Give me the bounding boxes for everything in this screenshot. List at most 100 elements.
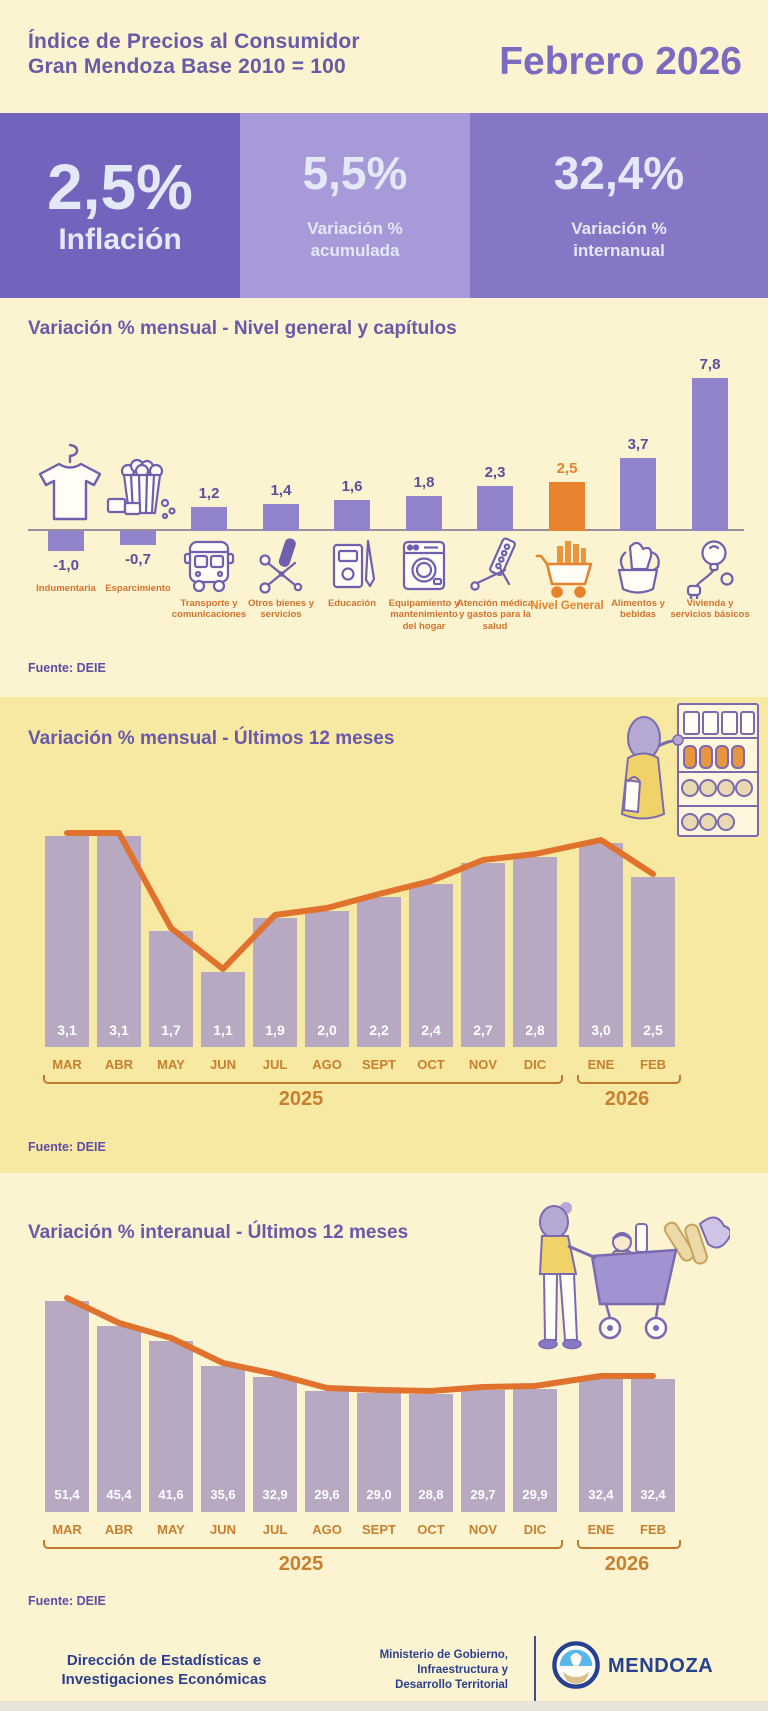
chart3-bar-value: 45,4 bbox=[106, 1487, 132, 1502]
washer-icon bbox=[388, 537, 460, 600]
page-title: Índice de Precios al Consumidor Gran Men… bbox=[28, 30, 360, 80]
chart1-bar-value: -0,7 bbox=[125, 551, 151, 568]
chart2-trend-line bbox=[64, 830, 656, 972]
chart3-year-bracket bbox=[43, 1540, 563, 1549]
shopper-with-cart-illustration bbox=[538, 1202, 730, 1350]
chart2-bar-value: 2,0 bbox=[317, 1022, 337, 1038]
chart3-bar bbox=[305, 1391, 349, 1512]
stat-inflacion: 2,5% Inflación bbox=[0, 113, 240, 298]
stat-acumulada-label: Variación % acumulada bbox=[307, 218, 402, 261]
chart1-title: Variación % mensual - Nivel general y ca… bbox=[28, 318, 457, 339]
chart3-month-label: DIC bbox=[523, 1522, 547, 1537]
stat-acumulada-label-line2: acumulada bbox=[310, 240, 400, 260]
chart2-month-label: AGO bbox=[312, 1057, 342, 1072]
chart2-bar bbox=[357, 897, 401, 1047]
chart3-title: Variación % interanual - Últimos 12 mese… bbox=[28, 1222, 409, 1243]
chart3-year-label: 2025 bbox=[278, 1553, 324, 1575]
chart2-bar-value: 2,8 bbox=[525, 1022, 545, 1038]
chart1-category-label: Indumentaria bbox=[36, 583, 96, 594]
chart2-month-label: ENE bbox=[587, 1057, 615, 1072]
stat-interanual-label: Variación % internanual bbox=[571, 218, 666, 261]
chart2-year-bracket bbox=[577, 1075, 681, 1084]
chart3-month-label: SEPT bbox=[362, 1522, 396, 1537]
chart2-bar bbox=[149, 931, 193, 1047]
chart3-month-label: ABR bbox=[104, 1522, 134, 1537]
chart3-bar bbox=[461, 1390, 505, 1512]
chart1-category-label: Nivel General bbox=[530, 600, 604, 612]
mendoza-emblem-logo bbox=[552, 1641, 600, 1689]
chart2-year-bracket bbox=[43, 1075, 563, 1084]
chart2-month-label: OCT bbox=[417, 1057, 445, 1072]
chart2-title: Variación % mensual - Últimos 12 meses bbox=[28, 728, 395, 749]
chart2-month-label: MAR bbox=[52, 1057, 82, 1072]
chart3-bar bbox=[357, 1393, 401, 1512]
tshirt-icon bbox=[30, 441, 102, 532]
stat-interanual-label-line2: internanual bbox=[573, 240, 665, 260]
chart1-bar bbox=[191, 507, 227, 531]
stat-acumulada: 5,5% Variación % acumulada bbox=[240, 113, 470, 298]
chart3-bar-value: 28,8 bbox=[418, 1487, 444, 1502]
chart1-bar bbox=[477, 486, 513, 531]
chart1-category-label: Transporte y comunicaciones bbox=[171, 598, 247, 621]
chart2-bar-value: 3,0 bbox=[591, 1022, 611, 1038]
chart3-bar bbox=[253, 1377, 297, 1512]
groceries bbox=[635, 1216, 730, 1265]
footer-divider bbox=[534, 1636, 536, 1702]
shopper-figure bbox=[620, 716, 684, 820]
chart3-month-label: MAY bbox=[157, 1522, 185, 1537]
footer-ministerio-line3: Desarrollo Territorial bbox=[395, 1678, 508, 1691]
chart2-bar-value: 2,2 bbox=[369, 1022, 389, 1038]
footer-direccion-line2: Investigaciones Económicas bbox=[61, 1670, 267, 1688]
chart2-month-label: JUN bbox=[209, 1057, 236, 1072]
chart3-month-label: ENE bbox=[587, 1522, 615, 1537]
chart2-bar-value: 3,1 bbox=[109, 1022, 129, 1038]
chart2-bar bbox=[253, 918, 297, 1047]
chart1-bar-value: 1,8 bbox=[413, 474, 435, 491]
chart2-bar bbox=[579, 843, 623, 1047]
chart3-bar-value: 29,6 bbox=[314, 1487, 340, 1502]
chart3-month-label: MAR bbox=[52, 1522, 82, 1537]
chart2-year-label: 2026 bbox=[604, 1088, 650, 1110]
chart1-category-label: Atención médica y gastos para la salud bbox=[456, 598, 534, 632]
chart2-bar-value: 1,9 bbox=[265, 1022, 285, 1038]
chart3-bar-value: 41,6 bbox=[158, 1487, 184, 1502]
chart3-bar bbox=[97, 1326, 141, 1512]
chart2-bar bbox=[97, 836, 141, 1047]
footer-direccion: Dirección de Estadísticas e Investigacio… bbox=[58, 1652, 270, 1690]
chart1-bar bbox=[263, 504, 299, 531]
page-title-line2: Gran Mendoza Base 2010 = 100 bbox=[28, 54, 346, 78]
source-note-3: Fuente: DEIE bbox=[28, 1594, 106, 1608]
stat-acumulada-label-line1: Variación % bbox=[307, 219, 403, 239]
chart3-month-label: AGO bbox=[312, 1522, 342, 1537]
stat-interanual: 32,4% Variación % internanual bbox=[470, 113, 768, 298]
chart3-month-label: JUN bbox=[209, 1522, 236, 1537]
chart2-month-label: JUL bbox=[262, 1057, 288, 1072]
chart2-bar-value: 1,7 bbox=[161, 1022, 181, 1038]
chart1-axis bbox=[28, 529, 744, 531]
chart3-month-label: FEB bbox=[640, 1522, 666, 1537]
chart3-bar bbox=[513, 1389, 557, 1512]
chart3-bar bbox=[149, 1341, 193, 1512]
footer-ministerio-line2: Infraestructura y bbox=[417, 1663, 508, 1676]
chart1-category-label: Educación bbox=[327, 598, 377, 609]
chart1-col-6: 2,3 Atención médica y gastos para la salu… bbox=[457, 340, 533, 655]
chart1-col-8: 3,7 Alimentos y bebidas bbox=[602, 340, 674, 655]
chart2-bar bbox=[45, 836, 89, 1047]
chart1-col-2: 1,2 Transporte y comunicaciones bbox=[172, 340, 246, 655]
chart2-bar-value: 2,4 bbox=[421, 1022, 441, 1038]
chart2-bar bbox=[461, 863, 505, 1047]
stat-inflacion-label: Inflación bbox=[58, 222, 182, 256]
chart2-month-label: DIC bbox=[523, 1057, 547, 1072]
chart3-bar-value: 35,6 bbox=[210, 1487, 236, 1502]
chart2-bar bbox=[201, 972, 245, 1047]
chart3-bar bbox=[631, 1379, 675, 1512]
chart3-year-label: 2026 bbox=[604, 1553, 650, 1575]
stat-interanual-label-line1: Variación % bbox=[571, 219, 667, 239]
chart3-bar bbox=[45, 1301, 89, 1512]
chart2-bar-value: 2,7 bbox=[473, 1022, 493, 1038]
chart3-bar bbox=[201, 1366, 245, 1512]
chart1-bar bbox=[120, 531, 156, 545]
stats-band: 2,5% Inflación 5,5% Variación % acumulad… bbox=[0, 113, 768, 298]
chart1-bar bbox=[48, 531, 84, 551]
chart3-bar-value: 51,4 bbox=[54, 1487, 80, 1502]
